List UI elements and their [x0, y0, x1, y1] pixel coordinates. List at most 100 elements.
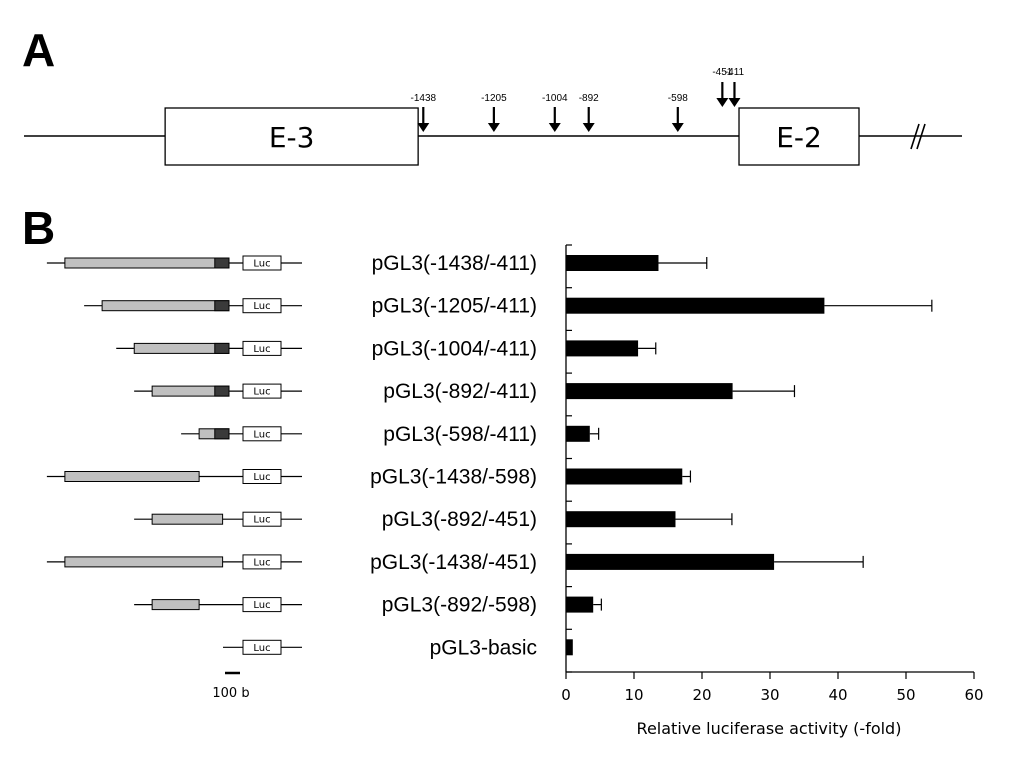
exon-label: E-3: [269, 121, 315, 154]
construct-label: pGL3(-1438/-451): [370, 551, 537, 574]
site-arrow-head: [582, 123, 595, 132]
bar: [566, 425, 590, 442]
construct-diagram: Luc: [223, 639, 302, 655]
site-group: -1438 -1205 -1004 -892 -598 -451-411: [410, 67, 745, 132]
bar-item: [566, 255, 708, 271]
construct-label: pGL3(-892/-451): [382, 508, 537, 531]
x-tick-label: 30: [760, 686, 779, 704]
construct-label: pGL3(-1004/-411): [372, 337, 537, 360]
promoter-fragment: [64, 471, 200, 482]
site-label: -411: [725, 67, 745, 78]
site-arrow-head: [487, 123, 500, 132]
construct-diagram: Luc: [46, 255, 302, 271]
construct-diagram: Luc: [134, 597, 302, 613]
exon-2-segment: [214, 342, 230, 354]
luc-box: [242, 554, 282, 570]
bar: [566, 639, 573, 656]
bar-item: [566, 340, 657, 357]
bar-item: [566, 468, 692, 485]
luc-box: [242, 255, 282, 271]
construct-diagram: Luc: [46, 554, 302, 570]
site-arrow-head: [548, 123, 561, 132]
construct-label: pGL3(-892/-598): [382, 594, 537, 617]
bar-item: [566, 425, 600, 442]
bar-item: [566, 297, 933, 314]
construct-diagram: Luc: [84, 298, 302, 314]
bar: [566, 340, 639, 357]
x-tick-label: 20: [692, 686, 711, 704]
construct-label: pGL3(-1438/-411): [372, 252, 537, 275]
construct-diagram: Luc: [46, 469, 302, 484]
construct-diagram: Luc: [134, 383, 302, 399]
exon-2-segment: [214, 300, 230, 312]
promoter-fragment: [64, 556, 224, 568]
bar: [566, 383, 733, 400]
exon-label: E-2: [776, 121, 822, 154]
luc-label: Luc: [253, 600, 270, 611]
site-arrow-head: [671, 123, 684, 132]
bars: [566, 255, 933, 656]
site-arrow-head: [716, 98, 729, 107]
construct-labels: pGL3(-1438/-411) pGL3(-1205/-411) pGL3(-10…: [370, 252, 537, 659]
x-tick-label: 60: [964, 686, 983, 704]
luc-label: Luc: [253, 643, 270, 654]
site-label: -892: [579, 93, 599, 104]
bar: [566, 468, 683, 485]
exon-group: E-3 E-2: [164, 107, 860, 166]
construct-label: pGL3(-892/-411): [383, 380, 537, 403]
construct-diagram: Luc: [134, 511, 302, 527]
site-label: -1205: [481, 93, 507, 104]
break-symbol: [910, 123, 926, 150]
panel-a-letter: A: [22, 24, 55, 76]
x-tick-label: 40: [828, 686, 847, 704]
luc-box: [242, 340, 282, 356]
promoter-fragment: [64, 257, 230, 269]
luc-label: Luc: [253, 515, 270, 526]
x-axis-title: Relative luciferase activity (-fold): [637, 719, 902, 738]
site-arrow-head: [417, 123, 430, 132]
bar: [566, 255, 659, 271]
y-axis-ticks: [566, 244, 572, 673]
bar-item: [566, 383, 796, 400]
construct-label: pGL3(-1438/-598): [370, 466, 537, 489]
luc-box: [242, 426, 282, 442]
luc-label: Luc: [253, 472, 270, 483]
x-tick-label: 0: [561, 686, 571, 704]
bar: [566, 553, 775, 570]
exon-2-segment: [214, 428, 230, 440]
luc-box: [242, 639, 282, 655]
bar-item: [566, 596, 602, 613]
bar: [566, 297, 825, 314]
luc-label: Luc: [253, 344, 270, 355]
panel-b-letter: B: [22, 202, 55, 254]
site-label: -1438: [410, 93, 436, 104]
luc-box: [242, 511, 282, 527]
x-tick-label: 10: [624, 686, 643, 704]
luc-label: Luc: [253, 301, 270, 312]
promoter-fragment: [151, 513, 224, 525]
x-axis-ticks: 0 10 20 30 40 50 60: [561, 672, 984, 704]
construct-label: pGL3-basic: [430, 636, 537, 659]
luc-label: Luc: [253, 259, 270, 270]
luc-label: Luc: [253, 557, 270, 568]
exon-box: [738, 107, 860, 166]
site-label: -1004: [542, 93, 568, 104]
exon-2-segment: [214, 385, 230, 397]
bar-item: [566, 511, 733, 528]
panel-a-gene-map: A E-3 E-2 -1438 -1205 -1004 -892 -598 -451-411: [22, 24, 962, 166]
exon-box: [164, 107, 419, 166]
bar-item: [566, 553, 864, 570]
construct-diagrams: Luc Luc Luc Luc Luc Luc Luc Luc Luc Luc: [46, 255, 302, 655]
luciferase-bar-chart: 0 10 20 30 40 50 60 Relative luciferase activi…: [561, 244, 984, 738]
bar: [566, 511, 676, 528]
construct-label: pGL3(-1205/-411): [372, 295, 537, 318]
construct-diagram: Luc: [181, 426, 302, 442]
bar: [566, 596, 594, 613]
site-label: -598: [668, 93, 688, 104]
luc-label: Luc: [253, 429, 270, 440]
construct-label: pGL3(-598/-411): [383, 423, 537, 446]
luc-label: Luc: [253, 387, 270, 398]
promoter-fragment: [101, 300, 230, 312]
scale-bar: 100 b: [212, 671, 250, 701]
bar-item: [566, 639, 573, 656]
